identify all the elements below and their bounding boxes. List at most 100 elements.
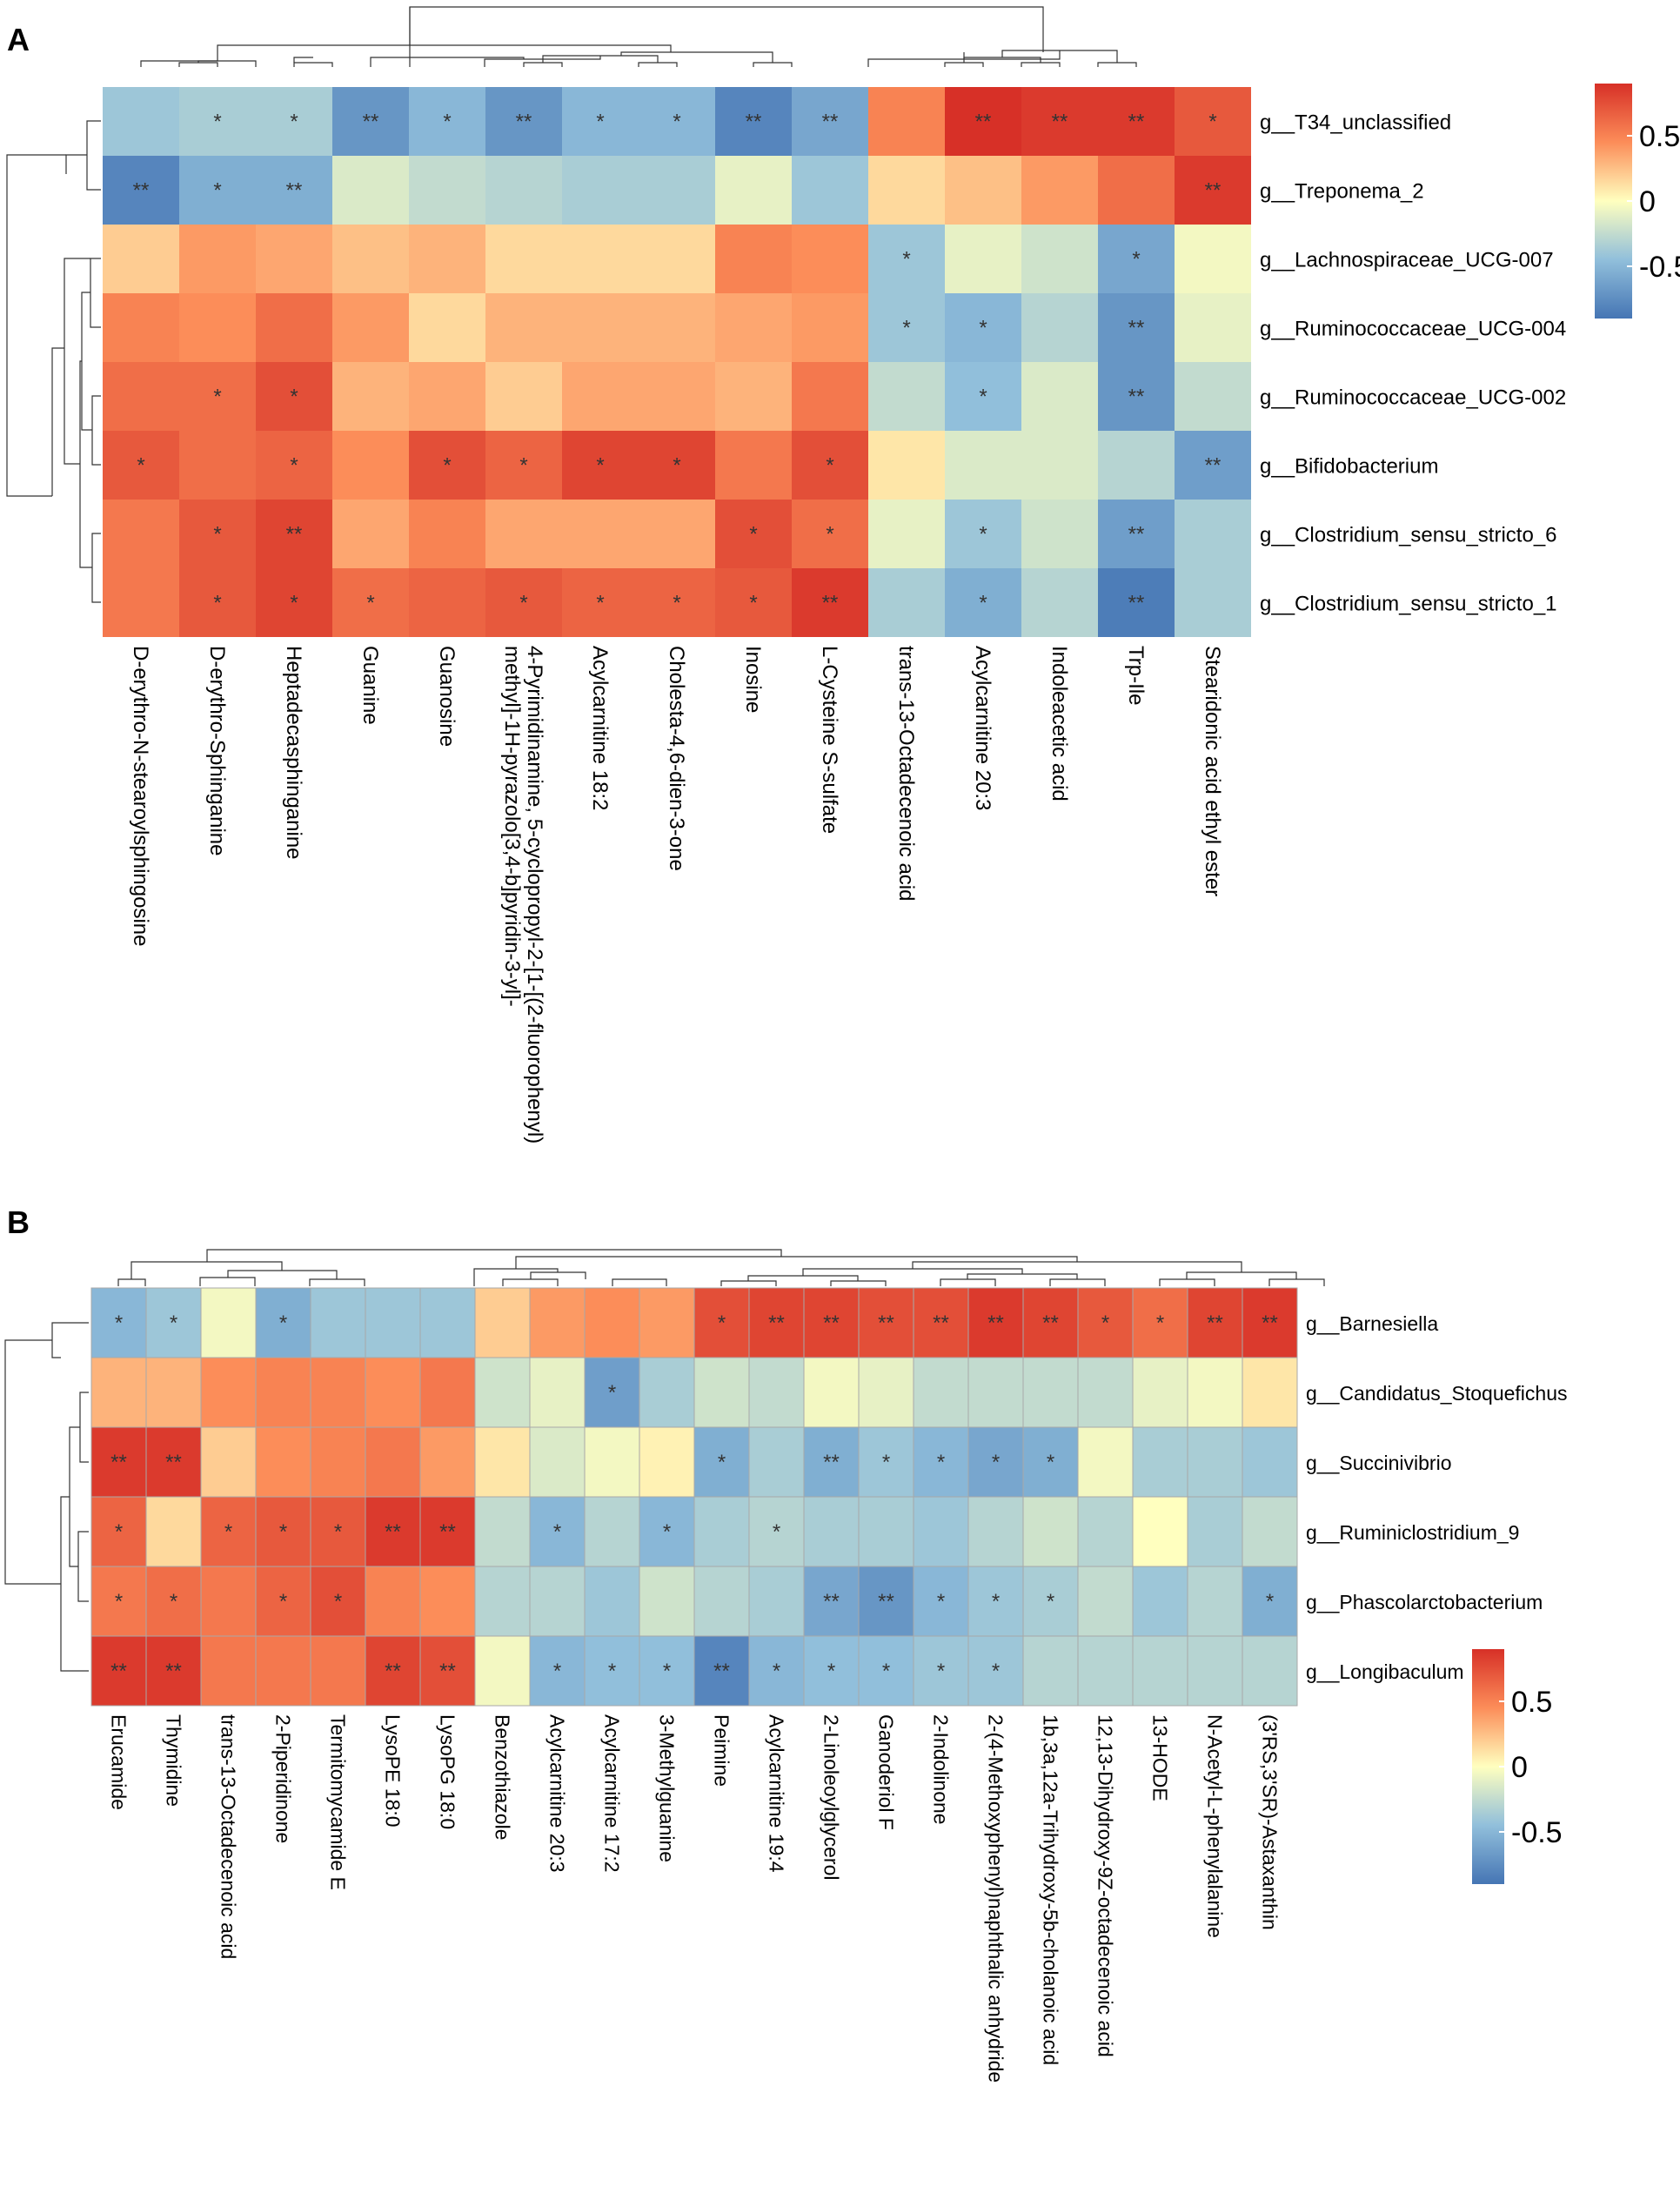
heatmap-cell [256, 156, 332, 225]
column-label: Termitomycamide E [327, 1714, 350, 1890]
heatmap-cell [945, 362, 1021, 431]
heatmap-cell [409, 87, 485, 156]
heatmap-cell [179, 568, 256, 637]
heatmap-cell [1175, 431, 1251, 500]
panel-b-label: B [7, 1204, 30, 1240]
heatmap-cell [913, 1287, 969, 1358]
heatmap-cell [529, 1496, 586, 1567]
heatmap-cell [1132, 1496, 1188, 1567]
heatmap-cell [179, 500, 256, 568]
significance-mark: * [213, 523, 221, 547]
heatmap-cell [693, 1635, 750, 1707]
heatmap-cell [1187, 1287, 1243, 1358]
significance-mark: * [992, 1660, 1000, 1683]
heatmap-cell [332, 293, 409, 362]
heatmap-cell [200, 1566, 257, 1637]
significance-mark: * [608, 1381, 616, 1405]
heatmap-cell [1175, 293, 1251, 362]
heatmap-cell [419, 1287, 476, 1358]
significance-mark: * [882, 1451, 890, 1474]
significance-mark: * [979, 592, 987, 615]
heatmap-cell [715, 500, 792, 568]
significance-mark: * [170, 1590, 177, 1613]
heatmap-cell [1077, 1426, 1134, 1498]
significance-mark: ** [768, 1311, 785, 1335]
heatmap-cell [945, 156, 1021, 225]
heatmap-cell [103, 225, 179, 293]
row-label: g__Treponema_2 [1260, 180, 1424, 204]
significance-mark: ** [823, 1311, 840, 1335]
heatmap-cell [693, 1496, 750, 1567]
dendrogram [4, 1249, 1325, 1672]
heatmap-cell [715, 431, 792, 500]
heatmap-cell [693, 1426, 750, 1498]
heatmap-cell [310, 1426, 366, 1498]
heatmap-cell [310, 1357, 366, 1428]
heatmap-cell [792, 225, 868, 293]
heatmap-cell [868, 431, 945, 500]
heatmap-cell [1077, 1566, 1134, 1637]
heatmap-cell [868, 156, 945, 225]
significance-mark: ** [165, 1660, 182, 1683]
heatmap-cell [90, 1426, 147, 1498]
heatmap-cell [1098, 293, 1175, 362]
heatmap-cell [409, 362, 485, 431]
heatmap-cell [584, 1635, 640, 1707]
heatmap-cell [913, 1426, 969, 1498]
heatmap-cell [256, 568, 332, 637]
heatmap-cell [715, 293, 792, 362]
heatmap-cell [1242, 1496, 1298, 1567]
column-label: Thymidine [163, 1714, 185, 1807]
heatmap-cell [200, 1287, 257, 1358]
heatmap-cell [1187, 1496, 1243, 1567]
heatmap-cell [310, 1635, 366, 1707]
significance-mark: * [290, 386, 298, 409]
significance-mark: * [937, 1590, 945, 1613]
heatmap-cell [562, 362, 639, 431]
heatmap-cell [255, 1357, 311, 1428]
heatmap-cell [1242, 1287, 1298, 1358]
heatmap-cell [103, 293, 179, 362]
significance-mark: * [673, 454, 680, 478]
heatmap-cell [858, 1287, 914, 1358]
row-label: g__T34_unclassified [1260, 111, 1451, 135]
heatmap-cell [529, 1287, 586, 1358]
heatmap-cell [365, 1635, 421, 1707]
significance-mark: * [1132, 248, 1140, 272]
significance-mark: * [749, 592, 757, 615]
heatmap-cell [748, 1426, 805, 1498]
row-label: g__Succinivibrio [1306, 1452, 1451, 1474]
heatmap-cell [1098, 431, 1175, 500]
row-label: g__Phascolarctobacterium [1306, 1591, 1543, 1613]
heatmap-cell [474, 1287, 531, 1358]
column-label: Benzothiazole [492, 1714, 514, 1841]
significance-mark: * [937, 1451, 945, 1474]
column-label: N-Acetyl-L-phenylalanine [1204, 1714, 1227, 1938]
heatmap-cell [858, 1496, 914, 1567]
heatmap-cell [584, 1566, 640, 1637]
heatmap-cell [748, 1357, 805, 1428]
significance-mark: * [290, 592, 298, 615]
heatmap-cell [409, 431, 485, 500]
significance-mark: * [115, 1311, 123, 1335]
significance-mark: ** [1128, 111, 1145, 134]
heatmap-cell [639, 1635, 695, 1707]
heatmap-cell [748, 1635, 805, 1707]
heatmap-cell [332, 87, 409, 156]
significance-mark: * [1208, 111, 1216, 134]
column-label: Guanine [358, 646, 382, 725]
column-label: Stearidonic acid ethyl ester [1201, 646, 1224, 896]
heatmap-cell [529, 1635, 586, 1707]
significance-mark: ** [385, 1520, 401, 1544]
heatmap-cell [792, 293, 868, 362]
heatmap-cell [803, 1496, 860, 1567]
significance-mark: ** [385, 1660, 401, 1683]
heatmap-cell [584, 1426, 640, 1498]
heatmap-cell [868, 87, 945, 156]
heatmap-cell [103, 500, 179, 568]
heatmap-cell [858, 1357, 914, 1428]
heatmap-cell [409, 568, 485, 637]
heatmap-cell [90, 1635, 147, 1707]
heatmap-cell [1175, 568, 1251, 637]
column-label: Peimine [711, 1714, 733, 1787]
